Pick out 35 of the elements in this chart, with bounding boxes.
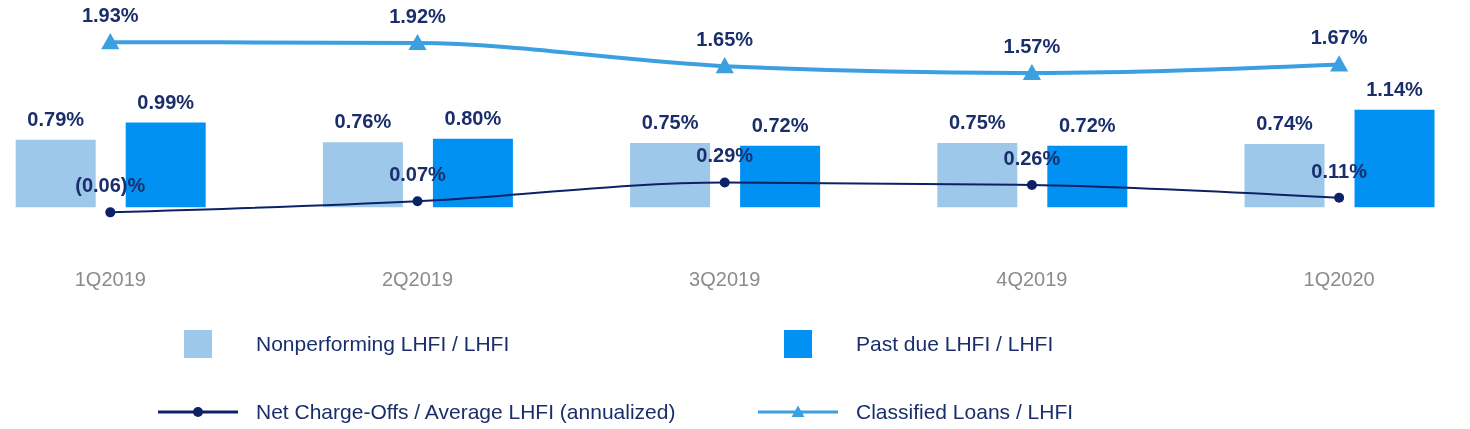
data-label: 0.74% bbox=[1256, 111, 1314, 134]
data-label: 1.14% bbox=[1366, 77, 1424, 100]
data-label: 0.72% bbox=[1058, 113, 1116, 136]
point bbox=[408, 33, 427, 51]
point bbox=[412, 196, 423, 207]
point bbox=[1026, 179, 1037, 190]
data-label: 0.80% bbox=[444, 106, 502, 129]
legend-label: Classified Loans / LHFI bbox=[856, 400, 1074, 424]
x-tick-label: 4Q2019 bbox=[996, 268, 1068, 291]
data-label: 1.57% bbox=[1003, 34, 1061, 57]
x-tick-label: 1Q2020 bbox=[1303, 268, 1375, 291]
point bbox=[715, 57, 734, 74]
point bbox=[105, 207, 116, 218]
data-label: 0.72% bbox=[751, 113, 809, 136]
data-label: 0.75% bbox=[948, 111, 1006, 134]
data-label: 0.99% bbox=[137, 90, 195, 113]
data-label: 1.92% bbox=[389, 5, 447, 28]
data-label: (0.06)% bbox=[75, 174, 146, 197]
point bbox=[1022, 63, 1042, 80]
point bbox=[101, 33, 120, 50]
point bbox=[719, 177, 730, 188]
data-label: 1.93% bbox=[81, 4, 139, 27]
x-tick-label: 2Q2019 bbox=[381, 268, 454, 291]
legend-label: Net Charge-Offs / Average LHFI (annualized) bbox=[256, 400, 676, 424]
data-label: 1.67% bbox=[1310, 26, 1368, 49]
data-label: 0.79% bbox=[27, 107, 85, 130]
x-tick-label: 1Q2019 bbox=[74, 268, 146, 291]
data-label: 0.76% bbox=[334, 110, 392, 133]
data-label: 0.75% bbox=[641, 111, 699, 134]
legend-label: Nonperforming LHFI / LHFI bbox=[256, 332, 510, 356]
data-label: 1.65% bbox=[696, 28, 754, 51]
point bbox=[1330, 55, 1349, 72]
point bbox=[1334, 192, 1345, 203]
x-tick-label: 3Q2019 bbox=[689, 268, 761, 291]
legend-label: Past due LHFI / LHFI bbox=[856, 332, 1054, 356]
